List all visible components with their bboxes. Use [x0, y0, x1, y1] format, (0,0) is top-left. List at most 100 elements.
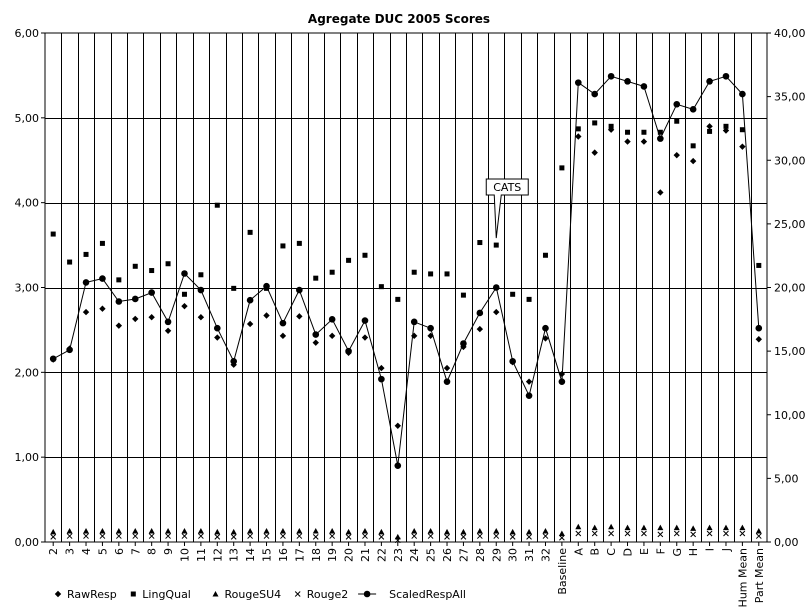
x-axis-tick-label: C — [605, 548, 618, 556]
data-point-rawresp — [279, 332, 287, 340]
data-point-rawresp — [132, 315, 139, 323]
data-point-rougesu4 — [575, 523, 582, 530]
data-point-rougesu4 — [624, 524, 631, 531]
x-axis-tick-label: 8 — [146, 548, 159, 555]
data-point-rouge2 — [427, 533, 434, 539]
data-point-rouge2 — [214, 534, 221, 540]
data-point-scaledrespall — [181, 270, 188, 277]
data-point-rouge2 — [312, 534, 319, 540]
data-point-scaledrespall — [296, 286, 303, 294]
data-point-lingqual — [132, 263, 138, 269]
data-point-scaledrespall — [328, 316, 336, 323]
data-point-rouge2 — [329, 533, 336, 539]
data-point-rouge2 — [198, 533, 204, 539]
data-point-rawresp — [214, 334, 221, 341]
x-axis-tick-label: 6 — [113, 548, 126, 555]
data-point-scaledrespall — [312, 331, 320, 338]
data-point-scaledrespall — [722, 72, 730, 80]
data-point-lingqual — [674, 118, 680, 124]
data-point-rouge2 — [575, 530, 582, 537]
data-point-rouge2 — [362, 533, 368, 539]
legend-label-scaledrespall: ScaledRespAll — [389, 588, 466, 601]
data-point-rouge2 — [657, 531, 664, 538]
data-point-lingqual — [411, 269, 417, 275]
x-axis-tick-label: G — [671, 548, 684, 557]
data-point-lingqual — [231, 285, 237, 291]
x-axis-tick-label: 31 — [523, 548, 536, 562]
data-point-scaledrespall — [443, 378, 451, 385]
data-point-rawresp — [443, 364, 451, 372]
x-axis-tick-label: F — [654, 548, 667, 554]
data-point-rouge2 — [378, 534, 385, 540]
data-point-rougesu4 — [526, 528, 533, 535]
x-axis-tick-label: 3 — [64, 548, 77, 555]
data-point-lingqual — [378, 284, 384, 290]
data-point-rouge2 — [83, 533, 89, 539]
data-point-rouge2 — [444, 534, 450, 540]
data-point-scaledrespall — [476, 309, 484, 317]
x-axis-tick-label: 16 — [277, 548, 290, 562]
data-point-lingqual — [99, 240, 105, 246]
x-axis-tick-label: 28 — [474, 548, 487, 562]
x-axis-tick-label: 15 — [261, 548, 274, 562]
data-point-rawresp — [115, 322, 123, 329]
left-axis-tick-label: 0,00 — [15, 536, 40, 549]
x-axis-tick-label: 23 — [392, 548, 405, 562]
data-point-lingqual — [329, 269, 335, 275]
data-point-scaledrespall — [410, 318, 418, 326]
left-axis-tick-label: 1,00 — [15, 451, 40, 464]
right-axis-tick-label: 5,00 — [774, 472, 799, 485]
data-point-rawresp — [673, 151, 680, 159]
data-point-rawresp — [312, 339, 319, 346]
data-point-scaledrespall — [509, 358, 516, 365]
series-rouge2 — [50, 530, 762, 544]
data-point-rougesu4 — [427, 527, 434, 534]
data-point-lingqual — [428, 271, 434, 277]
x-axis-tick-label: 4 — [80, 548, 93, 555]
data-point-lingqual — [296, 240, 302, 246]
legend-marker-lingqual — [130, 591, 136, 597]
x-axis-tick-label: Hum Mean — [736, 548, 749, 607]
data-point-rawresp — [689, 157, 697, 165]
legend-label-rouge2: Rouge2 — [307, 588, 349, 601]
data-point-scaledrespall — [689, 106, 697, 113]
data-point-rougesu4 — [361, 527, 368, 534]
data-point-rouge2 — [542, 533, 549, 539]
data-point-rougesu4 — [558, 530, 565, 537]
x-axis-tick-label: A — [572, 548, 585, 556]
data-point-rawresp — [575, 133, 582, 140]
data-point-rawresp — [164, 327, 172, 334]
data-point-lingqual — [707, 128, 713, 134]
x-axis-tick-label: 29 — [490, 548, 503, 562]
data-point-rougesu4 — [132, 527, 139, 534]
right-axis-tick-label: 20,00 — [774, 282, 806, 295]
x-axis-tick-label: 27 — [457, 548, 470, 562]
x-axis-tick-label: 32 — [539, 548, 552, 562]
data-point-lingqual — [116, 277, 122, 283]
data-point-rougesu4 — [230, 528, 237, 535]
data-point-lingqual — [756, 262, 762, 268]
x-axis-tick-label: 20 — [343, 548, 356, 562]
data-point-rougesu4 — [542, 527, 549, 534]
x-axis-tick-label: 17 — [293, 548, 306, 562]
right-axis-tick-label: 40,00 — [774, 27, 806, 40]
legend-item-scaledrespall: ScaledRespAll — [358, 588, 466, 601]
data-point-rouge2 — [247, 533, 253, 539]
x-axis-tick-label: H — [687, 548, 700, 556]
data-point-rougesu4 — [706, 524, 713, 531]
data-point-lingqual — [493, 242, 499, 248]
data-point-scaledrespall — [640, 83, 648, 90]
data-point-scaledrespall — [230, 358, 238, 365]
data-point-rouge2 — [50, 534, 57, 540]
legend-item-rougesu4: RougeSU4 — [212, 588, 281, 601]
data-point-scaledrespall — [394, 462, 402, 469]
data-point-lingqual — [559, 165, 565, 171]
data-point-lingqual — [346, 257, 352, 263]
data-point-lingqual — [690, 143, 696, 149]
data-point-rougesu4 — [263, 527, 270, 534]
data-point-scaledrespall — [624, 78, 631, 85]
data-point-rouge2 — [706, 530, 713, 537]
x-axis-tick-label: 26 — [441, 548, 454, 562]
x-axis-tick-label: 24 — [408, 548, 421, 562]
data-point-rouge2 — [559, 534, 565, 541]
